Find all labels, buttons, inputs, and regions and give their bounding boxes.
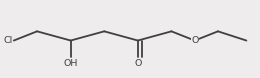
Text: Cl: Cl bbox=[3, 36, 12, 45]
Text: OH: OH bbox=[63, 59, 78, 68]
Text: O: O bbox=[191, 36, 198, 45]
Text: O: O bbox=[134, 59, 141, 68]
